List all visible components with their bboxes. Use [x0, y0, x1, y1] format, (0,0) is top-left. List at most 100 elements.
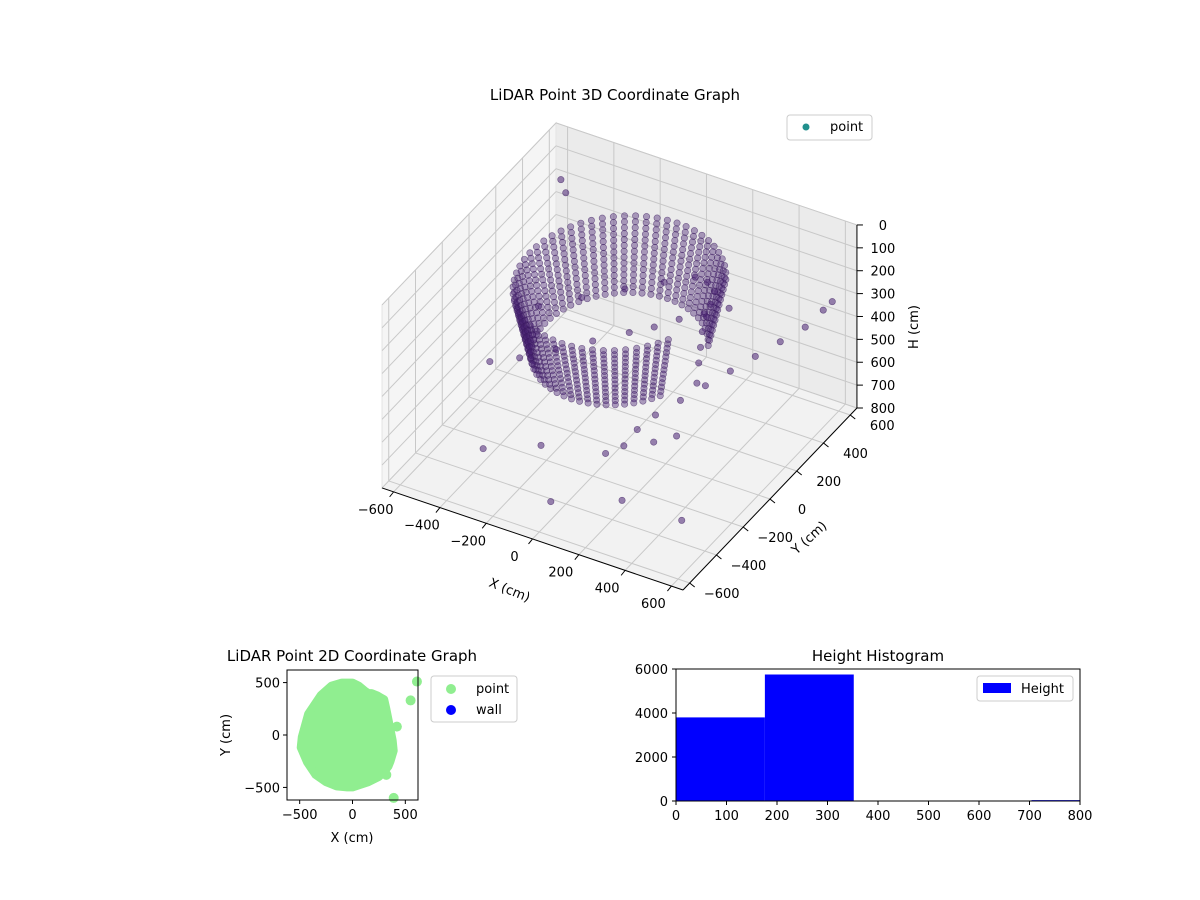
point-3d [706, 259, 714, 267]
point-3d [675, 315, 683, 323]
point-3d [663, 344, 671, 352]
chart-3d-points [479, 176, 836, 524]
point-3d [563, 273, 571, 281]
point-3d [532, 243, 540, 251]
point-3d [563, 369, 571, 377]
chart-2d-x-label: X (cm) [331, 831, 374, 846]
chart-3d-axes: −600−600−400−400−200 −2000020020040040060… [358, 219, 896, 612]
y-tick [689, 582, 696, 588]
point-3d [682, 278, 690, 286]
point-3d [547, 498, 555, 506]
x-tick-label: 200 [765, 809, 790, 824]
point-3d [577, 219, 585, 227]
point-3d [686, 293, 694, 301]
point-3d [556, 283, 564, 291]
point-3d [641, 236, 649, 244]
point-3d [544, 303, 552, 311]
point-3d [529, 265, 537, 273]
point-3d [589, 337, 597, 345]
point-3d [650, 323, 658, 331]
point-3d [554, 362, 562, 370]
point-3d [583, 295, 591, 303]
point-3d [532, 330, 540, 338]
point-3d [560, 250, 568, 258]
y-tick-label: 2000 [635, 751, 668, 766]
point-3d [620, 277, 628, 285]
point-3d [658, 379, 666, 387]
y-tick-label: 400 [843, 447, 868, 462]
point-3d [676, 263, 684, 271]
point-3d [578, 231, 586, 239]
legend-marker-point [446, 684, 456, 694]
point-3d [609, 213, 617, 221]
point-3d [630, 259, 638, 267]
point-3d [546, 270, 554, 278]
point-3d [524, 294, 532, 302]
z-tick-label: 0 [879, 219, 887, 234]
point-3d [548, 282, 556, 290]
histogram-bars [676, 674, 1080, 801]
point-3d [610, 272, 618, 280]
point-3d [610, 254, 618, 262]
point-3d [681, 284, 689, 292]
y-tick [769, 498, 776, 504]
z-tick-label: 700 [871, 379, 896, 394]
point-3d [702, 313, 710, 321]
point-3d [610, 230, 618, 238]
point-3d [520, 278, 528, 286]
point-3d [588, 234, 596, 242]
point-3d [640, 254, 648, 262]
point-3d [559, 344, 567, 352]
point-3d [559, 238, 567, 246]
point-3d [599, 244, 607, 252]
x-tick [481, 522, 487, 529]
x-tick-label: 200 [548, 566, 573, 581]
point-3d [554, 271, 562, 279]
point-3d [559, 305, 567, 313]
point-3d [551, 249, 559, 257]
point-3d [550, 298, 558, 306]
point-3d [690, 309, 698, 317]
point-3d [656, 392, 664, 400]
grid-floor-x [671, 403, 846, 587]
point-3d [639, 277, 647, 285]
point-3d [652, 232, 660, 240]
point-3d [630, 399, 638, 407]
point-3d [679, 295, 687, 303]
point-3d [660, 251, 668, 259]
point-3d [674, 280, 682, 288]
point-3d [704, 270, 712, 278]
point-3d [530, 271, 538, 279]
point-3d [528, 342, 536, 350]
point-3d [661, 240, 669, 248]
point-3d [676, 396, 684, 404]
point-3d [540, 237, 548, 245]
point-3d [535, 292, 543, 300]
point-3d [751, 352, 759, 360]
point-3d [664, 336, 672, 344]
legend-label-point: point [476, 682, 509, 697]
point-3d [576, 397, 584, 405]
y-tick-label: 0 [660, 795, 668, 810]
point-3d [568, 234, 576, 242]
point-3d [532, 276, 540, 284]
point-3d [582, 277, 590, 285]
point-3d [610, 277, 618, 285]
y-tick-label: −400 [731, 559, 767, 574]
z-tick-label: 500 [871, 333, 896, 348]
y-tick-label: 0 [798, 503, 806, 518]
point-3d [659, 374, 667, 382]
point-3d [588, 222, 596, 230]
point-3d [665, 283, 673, 291]
point-3d [659, 257, 667, 265]
point-3d [694, 254, 702, 262]
point-3d [650, 255, 658, 263]
point-3d [540, 281, 548, 289]
point-3d [553, 266, 561, 274]
point-3d [673, 432, 681, 440]
point-3d [776, 338, 784, 346]
point-3d [589, 246, 597, 254]
y-tick [849, 414, 856, 420]
point-3d [726, 367, 734, 375]
point-3d [666, 271, 674, 279]
